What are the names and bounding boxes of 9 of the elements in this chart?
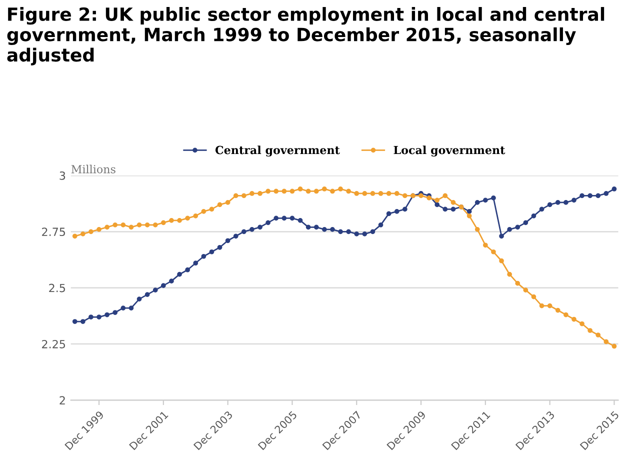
y-axis-title: Millions bbox=[71, 164, 116, 174]
y-tick-label: 2 bbox=[60, 396, 65, 404]
y-tick-label: 3 bbox=[60, 171, 66, 180]
chart-title: Figure 2: UK public sector employment in local and central government, March 1999 to December 2015, seasonally adjusted bbox=[7, 7, 604, 66]
legend-label: Central government bbox=[215, 146, 340, 157]
y-tick-label: 2.75 bbox=[42, 228, 66, 236]
y-tick-label: 2.25 bbox=[42, 340, 66, 348]
legend-label: Local government bbox=[394, 146, 506, 157]
y-tick-label: 2.5 bbox=[49, 284, 66, 292]
